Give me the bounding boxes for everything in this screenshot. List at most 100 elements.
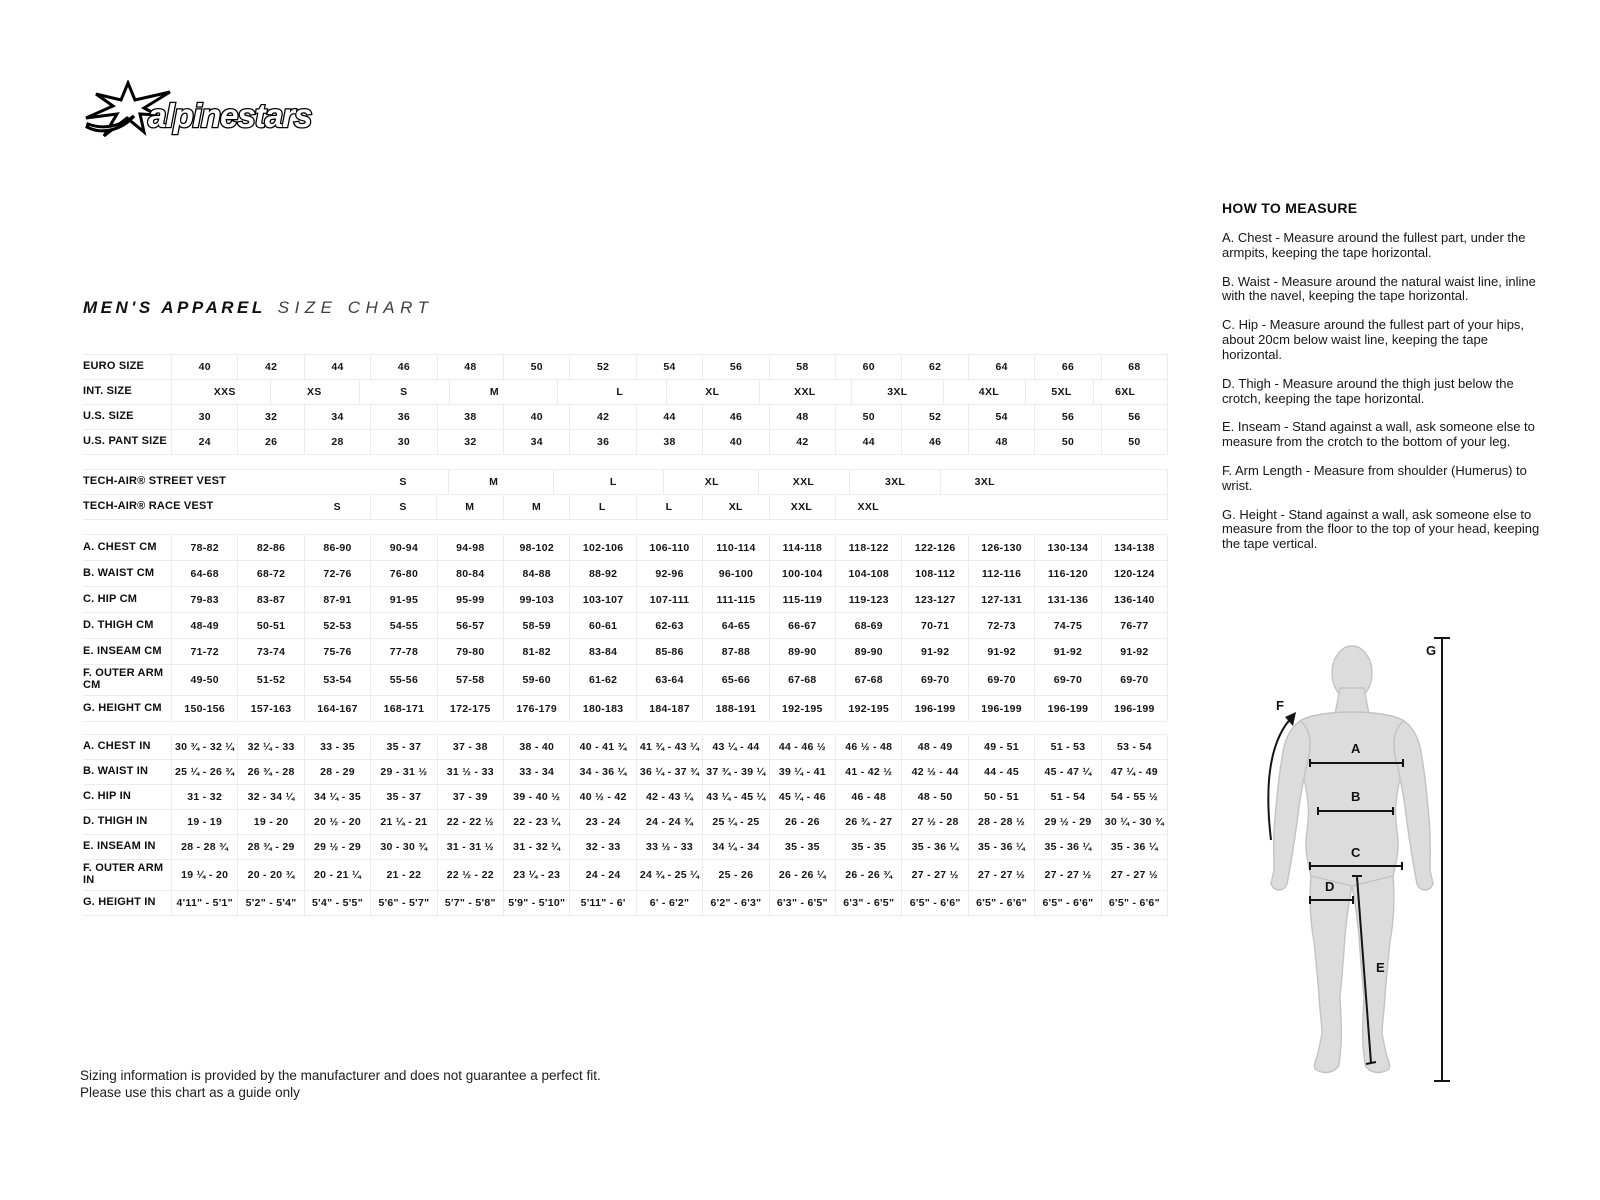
column-divider [1025, 380, 1027, 404]
table-cell: 52 [901, 405, 967, 429]
table-cell: 52-53 [303, 613, 370, 638]
table-cell: 56 [1034, 405, 1100, 429]
column-divider [269, 380, 271, 404]
table-cell: 67-68 [768, 665, 835, 695]
size-value: S [333, 501, 341, 513]
row-values: 28 - 28 ¾ 28 ¾ - 29 29 ½ - 29 30 - 30 ¾ 31 -… [171, 835, 1168, 859]
table-cell: 4'11" - 5'1" [176, 897, 233, 909]
table-cell: 46 ½ - 48 [835, 735, 901, 759]
table-cell: 73-74 [237, 639, 303, 664]
table-cell: 55-56 [370, 665, 436, 695]
table-cell: 39 ¼ - 41 [768, 760, 835, 784]
table-cell: 24 ¾ - 25 ¼ [635, 860, 702, 890]
table-cell: 50-51 [237, 613, 303, 638]
table-cell: 87-88 [702, 639, 768, 664]
table-cell: 78-82 [190, 541, 219, 554]
measurement-figure: A B C D E F G [1230, 618, 1560, 1178]
table-cell: 72-76 [303, 561, 370, 586]
size-value: S [400, 386, 408, 398]
table-row: C. HIP CM 79-83 83-87 87-91 91-95 95-99 99-103… [83, 587, 1168, 613]
table-row: G. HEIGHT IN 4'11" - 5'1" 5'2" - 5'4" 5'4" … [83, 891, 1168, 916]
table-row: D. THIGH IN 19 - 19 19 - 20 20 ½ - 20 21 ¼ -… [83, 810, 1168, 835]
table-cell: 53-54 [303, 665, 370, 695]
row-label: C. HIP IN [83, 790, 132, 803]
table-cell: 91-92 [1100, 639, 1167, 664]
table-cell: 45 ¼ - 46 [768, 785, 835, 809]
table-cell: 95-99 [436, 587, 503, 612]
measure-instruction: E. Inseam - Stand against a wall, ask so… [1222, 419, 1535, 450]
row-values: S M L XL XXL 3XL 3XL [171, 470, 1168, 494]
table-cell: 44 - 45 [967, 760, 1034, 784]
row-values: 79-83 83-87 87-91 91-95 95-99 99-103 103-107 10… [171, 587, 1168, 612]
row-values: 78-82 82-86 86-90 90-94 94-98 98-102 102-106 10… [171, 535, 1168, 560]
table-cell: 27 - 27 ½ [1100, 860, 1167, 890]
table-cell: 40 [198, 361, 211, 373]
column-divider [702, 495, 704, 519]
figure-label-a: A [1351, 741, 1361, 756]
table-cell: 94-98 [436, 535, 503, 560]
table-cell: 119-123 [835, 587, 901, 612]
table-cell: 23 - 24 [569, 810, 635, 834]
table-cell: 65-66 [702, 665, 768, 695]
table-row: B. WAIST CM 64-68 68-72 72-76 76-80 80-84 84-8… [83, 561, 1168, 587]
table-cell: 192-195 [835, 696, 901, 721]
table-cell: 19 - 20 [237, 810, 303, 834]
figure-label-d: D [1325, 879, 1334, 894]
measure-instruction: C. Hip - Measure around the fullest part… [1222, 317, 1525, 362]
table-cell: 99-103 [503, 587, 569, 612]
table-cell: 28 [303, 430, 370, 454]
table-cell: 35 - 36 ¼ [1100, 835, 1167, 859]
table-cell: 25 - 26 [702, 860, 768, 890]
table-cell: 47 ¼ - 49 [1100, 760, 1167, 784]
table-cell: 43 ¼ - 44 [702, 735, 768, 759]
row-label: F. OUTER ARM IN [83, 862, 164, 886]
table-cell: 82-86 [237, 535, 303, 560]
measure-instruction: B. Waist - Measure around the natural wa… [1222, 273, 1536, 304]
row-label: E. INSEAM CM [83, 644, 162, 657]
table-cell: 157-163 [237, 696, 303, 721]
row-values: S S M M L L XL XXL XXL [171, 495, 1168, 519]
table-row: EURO SIZE 40 42 44 46 48 50 52 54 56 58 60 62 64 66 68 [83, 355, 1168, 380]
table-cell: 26 [237, 430, 303, 454]
table-cell: 30 [198, 411, 211, 423]
row-label: B. WAIST IN [83, 765, 149, 778]
table-cell: 168-171 [370, 696, 436, 721]
table-cell: 50 - 51 [967, 785, 1034, 809]
table-cell: 29 ½ - 29 [1034, 810, 1100, 834]
row-values: 71-72 73-74 75-76 77-78 79-80 81-82 83-84 85-86… [171, 639, 1168, 664]
table-row: E. INSEAM CM 71-72 73-74 75-76 77-78 79-80 81-… [83, 639, 1168, 665]
table-cell: 164-167 [303, 696, 370, 721]
table-cell: 5'6" - 5'7" [370, 891, 436, 915]
table-cell: 42 [237, 355, 303, 379]
disclaimer-line-2: Please use this chart as a guide only [80, 1084, 300, 1100]
table-section-in: A. CHEST IN 30 ¾ - 32 ¼ 32 ¼ - 33 33 - 35 35… [83, 734, 1168, 916]
row-values: 30 32 34 36 38 40 42 44 46 48 50 52 54 56 56 [171, 405, 1168, 429]
table-cell: 5'11" - 6' [569, 891, 635, 915]
table-row: INT. SIZE XXS XS S M L XL XXL 3XL 4XL 5XL 6XL [83, 380, 1168, 405]
disclaimer: Sizing information is provided by the ma… [80, 1068, 601, 1102]
table-cell: 29 ½ - 29 [303, 835, 370, 859]
table-row: B. WAIST IN 25 ¼ - 26 ¾ 26 ¾ - 28 28 - 29 29… [83, 760, 1168, 785]
column-divider [757, 470, 759, 494]
size-value: 5XL [1051, 386, 1072, 398]
table-cell: 150-156 [184, 702, 226, 715]
table-cell: 31 ½ - 33 [436, 760, 503, 784]
figure-label-e: E [1376, 960, 1385, 975]
table-cell: 45 - 47 ¼ [1034, 760, 1100, 784]
row-values: 24 26 28 30 32 34 36 38 40 42 44 46 48 50 50 [171, 430, 1168, 454]
size-value: S [399, 501, 407, 513]
table-cell: 126-130 [967, 535, 1034, 560]
table-cell: 118-122 [835, 535, 901, 560]
table-cell: 26 - 26 [768, 810, 835, 834]
column-divider [666, 380, 668, 404]
table-cell: 20 - 21 ¼ [303, 860, 370, 890]
table-cell: 61-62 [569, 665, 635, 695]
table-cell: 54-55 [370, 613, 436, 638]
row-values: 64-68 68-72 72-76 76-80 80-84 84-88 88-92 92-96… [171, 561, 1168, 586]
table-cell: 33 ½ - 33 [635, 835, 702, 859]
figure-label-f: F [1276, 698, 1284, 713]
table-cell: 42 - 43 ¼ [635, 785, 702, 809]
table-cell: 28 - 28 ½ [967, 810, 1034, 834]
table-cell: 28 ¾ - 29 [237, 835, 303, 859]
table-cell: 31 - 32 [187, 791, 223, 803]
